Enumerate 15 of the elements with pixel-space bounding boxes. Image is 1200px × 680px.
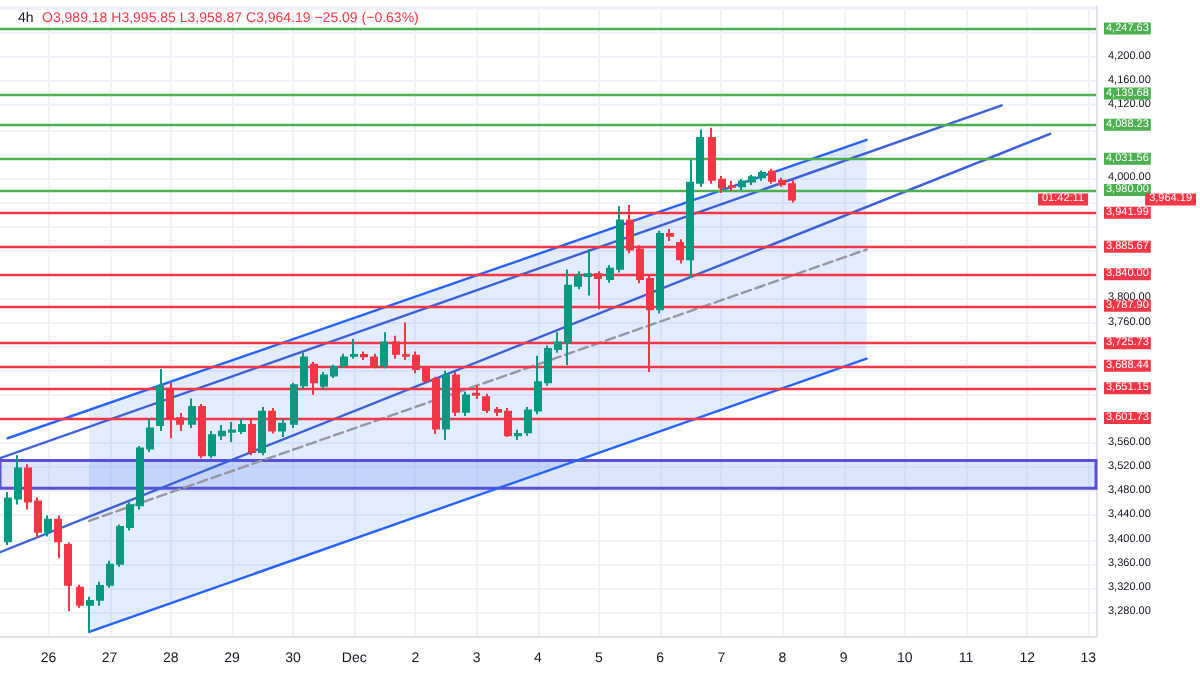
candlestick bbox=[656, 229, 664, 315]
candlestick bbox=[462, 390, 470, 417]
candlestick bbox=[666, 228, 674, 243]
candlestick bbox=[258, 405, 266, 457]
candlestick bbox=[64, 541, 72, 613]
candlestick bbox=[442, 369, 450, 442]
candlestick bbox=[44, 514, 52, 538]
candlestick bbox=[380, 331, 388, 370]
candlestick bbox=[76, 583, 84, 609]
candlestick bbox=[514, 428, 522, 442]
candlestick bbox=[188, 397, 196, 430]
candlestick bbox=[278, 417, 286, 439]
candlestick bbox=[54, 514, 62, 560]
candlestick bbox=[482, 392, 490, 414]
candlestick bbox=[156, 367, 164, 433]
